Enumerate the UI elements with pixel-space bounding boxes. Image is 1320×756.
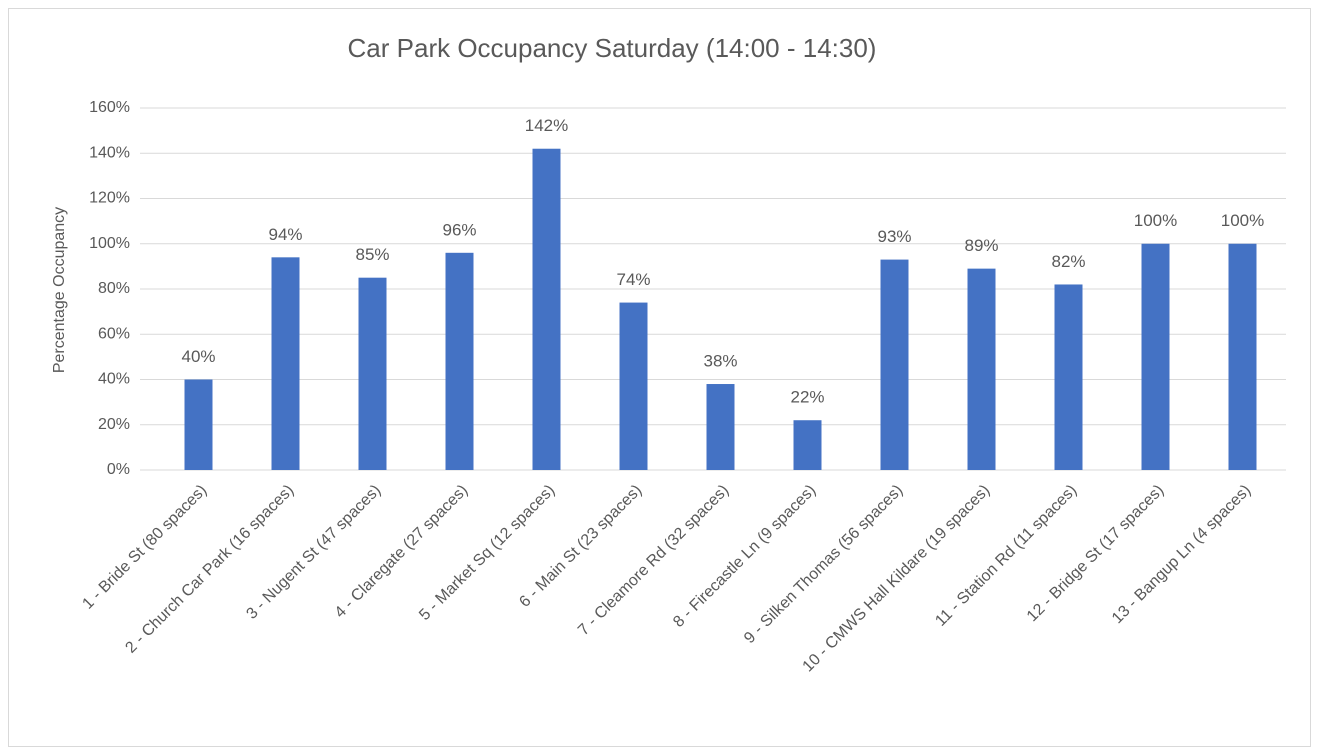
data-label: 142% <box>525 116 568 135</box>
bar <box>1054 284 1083 470</box>
y-tick-label: 140% <box>89 144 130 161</box>
bar <box>619 302 648 470</box>
bar <box>793 420 822 470</box>
y-tick-label: 60% <box>98 325 130 342</box>
data-label: 74% <box>616 270 650 289</box>
data-label: 22% <box>790 388 824 407</box>
y-tick-label: 160% <box>89 99 130 116</box>
bar <box>532 148 561 470</box>
chart-frame <box>8 8 1311 747</box>
bar <box>1228 243 1257 470</box>
bar <box>1141 243 1170 470</box>
data-label: 93% <box>877 227 911 246</box>
data-label: 94% <box>268 225 302 244</box>
bar <box>967 268 996 470</box>
data-label: 100% <box>1134 211 1177 230</box>
y-tick-label: 80% <box>98 280 130 297</box>
data-label: 82% <box>1051 252 1085 271</box>
chart-title: Car Park Occupancy Saturday (14:00 - 14:… <box>348 33 877 63</box>
data-label: 40% <box>181 347 215 366</box>
bar <box>706 384 735 470</box>
bar <box>271 257 300 470</box>
y-tick-label: 100% <box>89 235 130 252</box>
data-label: 100% <box>1221 211 1264 230</box>
y-tick-label: 120% <box>89 190 130 207</box>
data-label: 96% <box>442 220 476 239</box>
bar <box>184 379 213 470</box>
bar <box>880 259 909 470</box>
data-label: 89% <box>964 236 998 255</box>
data-label: 85% <box>355 245 389 264</box>
y-axis-label: Percentage Occupancy <box>51 207 68 373</box>
data-label: 38% <box>703 352 737 371</box>
y-tick-label: 0% <box>107 461 130 478</box>
bar <box>445 252 474 470</box>
y-tick-label: 40% <box>98 371 130 388</box>
bar <box>358 277 387 470</box>
y-tick-label: 20% <box>98 416 130 433</box>
